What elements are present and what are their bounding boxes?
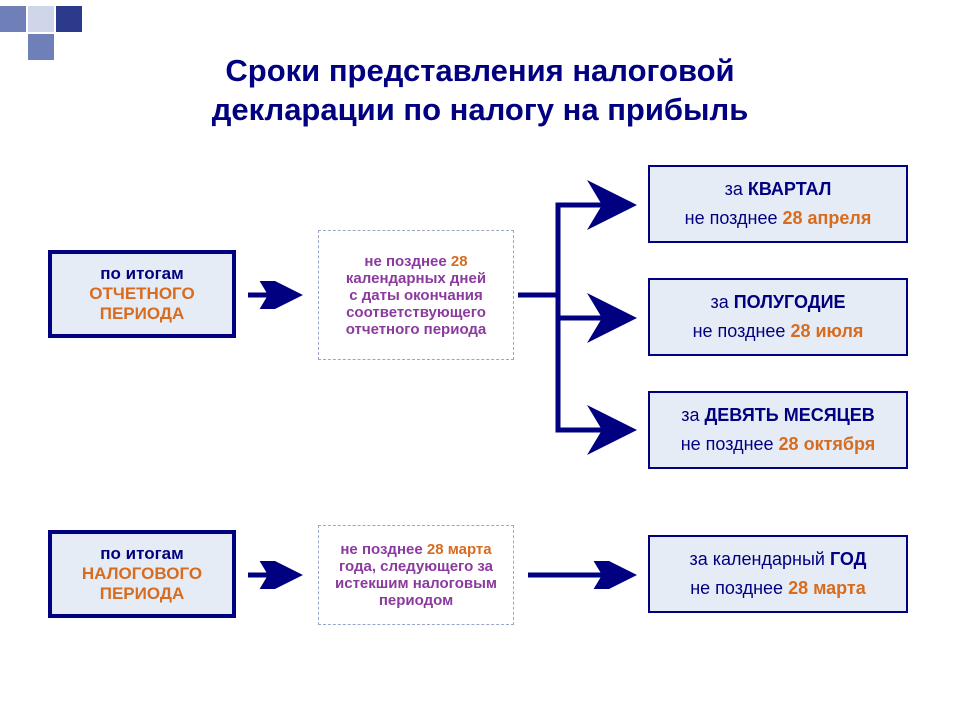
mid-top-l2: календарных дней	[346, 270, 486, 287]
mid-bot-l3: истекшим налоговым	[335, 575, 497, 592]
right-2-bold: ДЕВЯТЬ МЕСЯЦЕВ	[704, 405, 874, 425]
slide-title: Сроки представления налоговой декларации…	[0, 52, 960, 130]
right-1-subpre: не позднее	[693, 321, 791, 341]
right-box-halfyear: за ПОЛУГОДИЕ не позднее 28 июля	[648, 278, 908, 356]
right-3-subpre: не позднее	[690, 578, 788, 598]
right-2-title: за ДЕВЯТЬ МЕСЯЦЕВ	[681, 405, 875, 426]
mid-bot-l1b: 28 марта	[427, 541, 492, 558]
right-0-prefix: за	[725, 179, 748, 199]
right-1-bold: ПОЛУГОДИЕ	[734, 292, 846, 312]
arrow-mid-to-year	[524, 561, 644, 589]
right-box-year: за календарный ГОД не позднее 28 марта	[648, 535, 908, 613]
mid-top-l3: с даты окончания	[349, 287, 482, 304]
mid-top-l4: соответствующего	[346, 304, 486, 321]
mid-top-l5: отчетного периода	[346, 321, 487, 338]
arrow-src-to-mid-top	[244, 281, 310, 309]
title-line2: декларации по налогу на прибыль	[0, 91, 960, 130]
right-0-date: 28 апреля	[782, 208, 871, 228]
mid-bot-l1-text: не позднее	[340, 541, 426, 558]
right-1-prefix: за	[710, 292, 733, 312]
right-box-quarter: за КВАРТАЛ не позднее 28 апреля	[648, 165, 908, 243]
right-0-subpre: не позднее	[685, 208, 783, 228]
source-bottom-line2a: НАЛОГОВОГО	[82, 564, 202, 584]
deco-sq-1	[56, 6, 82, 32]
right-2-subpre: не позднее	[681, 434, 779, 454]
right-box-ninemonths: за ДЕВЯТЬ МЕСЯЦЕВ не позднее 28 октября	[648, 391, 908, 469]
right-3-prefix: за календарный	[689, 549, 829, 569]
source-top-line2a: ОТЧЕТНОГО	[89, 284, 194, 304]
source-top-line2b: ПЕРИОДА	[100, 304, 185, 324]
mid-bot-l2: года, следующего за	[339, 558, 493, 575]
arrow-branch-reporting	[514, 160, 654, 480]
title-line1: Сроки представления налоговой	[0, 52, 960, 91]
source-bottom-line1: по итогам	[100, 544, 183, 564]
mid-bot-l4: периодом	[379, 592, 453, 609]
source-box-tax-period: по итогам НАЛОГОВОГО ПЕРИОДА	[48, 530, 236, 618]
right-2-sub: не позднее 28 октября	[681, 434, 876, 455]
right-3-date: 28 марта	[788, 578, 866, 598]
source-bottom-line2b: ПЕРИОДА	[100, 584, 185, 604]
right-3-sub: не позднее 28 марта	[690, 578, 866, 599]
mid-top-l1-text: не позднее	[364, 253, 450, 270]
right-1-title: за ПОЛУГОДИЕ	[710, 292, 845, 313]
right-1-sub: не позднее 28 июля	[693, 321, 864, 342]
deco-sq-3	[0, 6, 26, 32]
mid-bot-l1: не позднее 28 марта	[340, 541, 491, 558]
deco-sq-2	[28, 6, 54, 32]
mid-box-tax: не позднее 28 марта года, следующего за …	[318, 525, 514, 625]
right-2-prefix: за	[681, 405, 704, 425]
right-1-date: 28 июля	[790, 321, 863, 341]
right-0-sub: не позднее 28 апреля	[685, 208, 872, 229]
source-box-reporting-period: по итогам ОТЧЕТНОГО ПЕРИОДА	[48, 250, 236, 338]
right-0-bold: КВАРТАЛ	[748, 179, 832, 199]
right-3-title: за календарный ГОД	[689, 549, 866, 570]
mid-top-l1: не позднее 28	[364, 253, 467, 270]
arrow-src-to-mid-bottom	[244, 561, 310, 589]
right-0-title: за КВАРТАЛ	[725, 179, 832, 200]
right-3-bold: ГОД	[830, 549, 867, 569]
mid-box-reporting: не позднее 28 календарных дней с даты ок…	[318, 230, 514, 360]
source-top-line1: по итогам	[100, 264, 183, 284]
right-2-date: 28 октября	[779, 434, 876, 454]
mid-top-l1b: 28	[451, 253, 468, 270]
